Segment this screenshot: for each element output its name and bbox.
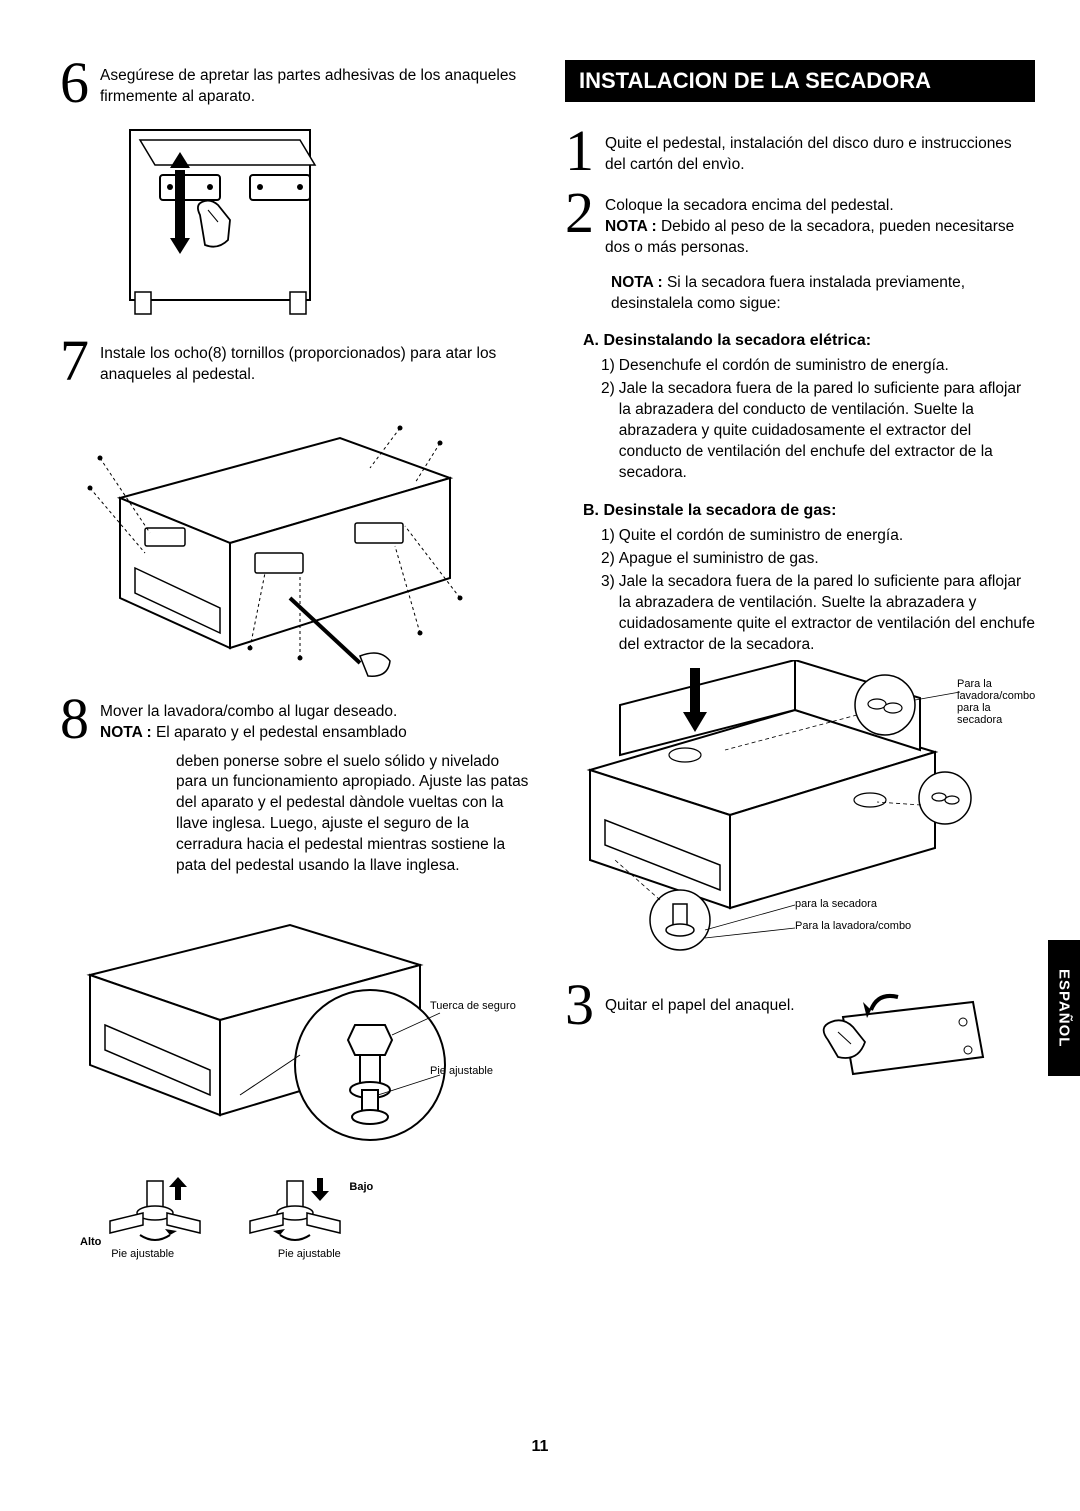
step-2: 2 Coloque la secadora encima del pedesta… (565, 190, 1035, 259)
right-column: INSTALACION DE LA SECADORA 1 Quite el pe… (565, 60, 1035, 1260)
nota-label: NOTA : (611, 274, 663, 291)
label-alto: Alto (80, 1236, 101, 1248)
item-num: 2) (601, 549, 615, 570)
step-number: 2 (565, 190, 597, 259)
figure-step6 (100, 120, 530, 320)
step-3: 3 Quitar el papel del anaquel. (565, 982, 1035, 1092)
adjust-alto: Alto Pie ajustable (80, 1173, 205, 1260)
step-8: 8 Mover la lavadora/combo al lugar desea… (60, 696, 530, 744)
subsection-b-title: B. Desinstale la secadora de gas: (583, 502, 1035, 520)
step-number: 8 (60, 696, 92, 744)
nota-text: Debido al peso de la secadora, pueden ne… (605, 218, 1014, 256)
step-number: 6 (60, 60, 92, 108)
label-foot-lav: Para la lavadora/combo (795, 920, 911, 932)
item-text: Apague el suministro de gas. (619, 549, 819, 570)
step-number: 1 (565, 128, 597, 176)
step-6: 6 Asegúrese de apretar las partes adhesi… (60, 60, 530, 108)
subsection-b-list: 1)Quite el cordón de suministro de energ… (601, 526, 1035, 656)
adjust-bajo: Bajo Pie ajustable (245, 1173, 373, 1260)
item-text: Jale la secadora fuera de la pared lo su… (619, 379, 1035, 484)
language-tab: ESPAÑOL (1048, 940, 1080, 1076)
step-1: 1 Quite el pedestal, instalación del dis… (565, 128, 1035, 176)
item-num: 3) (601, 572, 615, 656)
step-text: Mover la lavadora/combo al lugar deseado… (100, 696, 407, 744)
label-bajo: Bajo (349, 1181, 373, 1193)
item-num: 2) (601, 379, 615, 484)
step2-line1: Coloque la secadora encima del pedestal. (605, 197, 894, 214)
page: 6 Asegúrese de apretar las partes adhesi… (0, 0, 1080, 1300)
label-pie-l: Pie ajustable (80, 1248, 205, 1260)
step-text: Coloque la secadora encima del pedestal.… (605, 190, 1035, 259)
subsection-a-title: A. Desinstalando la secadora elétrica: (583, 332, 1035, 350)
figure-adjust: Alto Pie ajustable (80, 1173, 530, 1260)
label-pie-r: Pie ajustable (245, 1248, 373, 1260)
step-text: Quitar el papel del anaquel. (605, 982, 795, 1092)
figure-pedestal-right: Para la lavadora/combo para la secadora … (565, 660, 1035, 960)
step8-line1: Mover la lavadora/combo al lugar deseado… (100, 703, 397, 720)
label-top-holes: Para la lavadora/combo para la secadora (957, 678, 1037, 726)
step-text: Asegúrese de apretar las partes adhesiva… (100, 60, 530, 108)
item-num: 1) (601, 356, 615, 377)
label-tuerca: Tuerca de seguro (430, 1000, 516, 1012)
figure-step8: Tuerca de seguro Pie ajustable (60, 895, 530, 1155)
left-column: 6 Asegúrese de apretar las partes adhesi… (60, 60, 530, 1260)
nota-start: El aparato y el pedestal ensamblado (156, 724, 407, 741)
subsection-a-list: 1)Desenchufe el cordón de suministro de … (601, 356, 1035, 484)
label-foot-sec: para la secadora (795, 898, 877, 910)
figure-step7 (60, 398, 530, 678)
section-header: INSTALACION DE LA SECADORA (565, 60, 1035, 102)
nota-text: Si la secadora fuera instalada previamen… (611, 274, 965, 312)
label-pie: Pie ajustable (430, 1065, 493, 1077)
item-text: Desenchufe el cordón de suministro de en… (619, 356, 949, 377)
step-text: Instale los ocho(8) tornillos (proporcio… (100, 338, 530, 386)
item-text: Quite el cordón de suministro de energía… (619, 526, 903, 547)
nota-label: NOTA : (100, 724, 152, 741)
nota-block: NOTA : Si la secadora fuera instalada pr… (611, 273, 1035, 315)
step-7: 7 Instale los ocho(8) tornillos (proporc… (60, 338, 530, 386)
item-text: Jale la secadora fuera de la pared lo su… (619, 572, 1035, 656)
step8-nota-body: deben ponerse sobre el suelo sólido y ni… (176, 752, 530, 878)
nota-label: NOTA : (605, 218, 657, 235)
item-num: 1) (601, 526, 615, 547)
page-number: 11 (0, 1438, 1080, 1456)
step-number: 3 (565, 982, 597, 1092)
step-text: Quite el pedestal, instalación del disco… (605, 128, 1035, 176)
step-number: 7 (60, 338, 92, 386)
